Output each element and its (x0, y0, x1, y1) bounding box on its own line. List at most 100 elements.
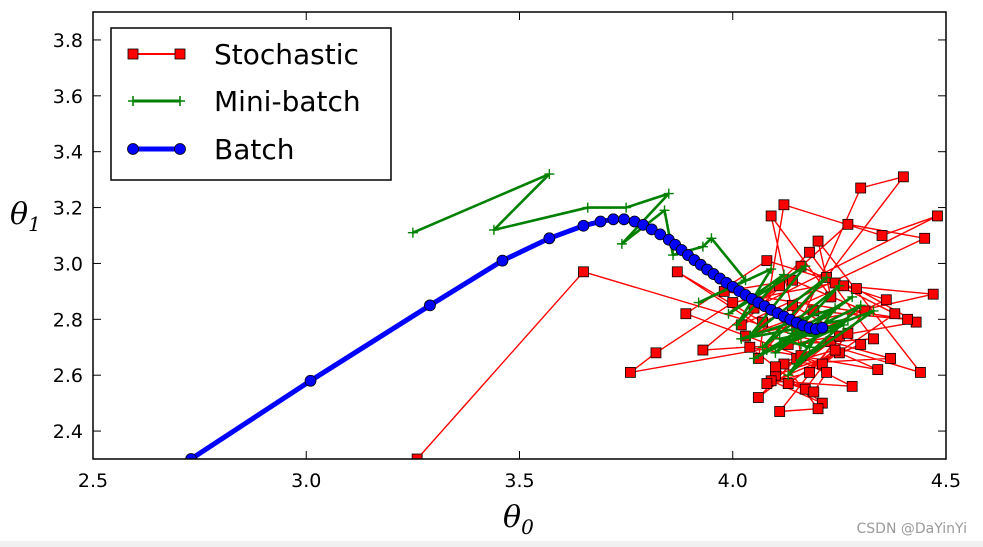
point-stochastic (697, 344, 709, 356)
legend-marker-stochastic (127, 48, 139, 60)
point-batch (304, 374, 317, 387)
point-stochastic (804, 246, 815, 258)
x-tick-label: 4.5 (931, 470, 961, 492)
point-stochastic (770, 361, 781, 373)
point-mini-batch (766, 264, 777, 275)
y-tick-label: 2.6 (53, 365, 83, 387)
point-mini-batch (488, 224, 499, 235)
point-batch (816, 321, 829, 334)
x-axis-label-main: θ (503, 500, 521, 535)
point-stochastic (885, 353, 896, 364)
tick-layer: 2.5 3.0 3.5 4.0 4.5 2.4 2.6 2.8 3.0 3.2 3.4 3.6 3.8 (53, 12, 961, 492)
bottom-strip (0, 541, 983, 547)
point-mini-batch (774, 333, 785, 344)
series-layer (185, 169, 943, 459)
point-batch (543, 232, 556, 245)
point-stochastic (671, 266, 683, 278)
legend-entry-mini-batch: Mini-batch (128, 85, 361, 118)
point-stochastic (889, 308, 901, 320)
point-stochastic (846, 380, 858, 392)
point-mini-batch (749, 353, 760, 364)
point-stochastic (765, 210, 777, 222)
y-tick-label: 3.6 (53, 86, 83, 108)
point-stochastic (812, 403, 824, 415)
point-stochastic (752, 392, 764, 403)
point-mini-batch (736, 333, 747, 344)
point-batch (185, 453, 197, 459)
point-stochastic (902, 313, 914, 325)
point-stochastic (650, 347, 662, 359)
point-stochastic (919, 232, 931, 244)
point-stochastic (411, 453, 423, 459)
x-tick-label: 4.0 (718, 470, 748, 492)
point-mini-batch (838, 319, 849, 330)
point-mini-batch (668, 250, 679, 261)
point-mini-batch (778, 269, 789, 280)
point-stochastic (804, 366, 815, 378)
y-axis-label-subscript: 1 (28, 212, 41, 236)
point-mini-batch (791, 359, 802, 370)
legend-label-mini-batch: Mini-batch (214, 85, 361, 118)
point-mini-batch (621, 202, 632, 213)
point-mini-batch (795, 339, 806, 350)
point-stochastic (778, 199, 790, 211)
point-stochastic (829, 344, 841, 356)
y-tick-label: 2.8 (53, 309, 83, 331)
x-axis-label-subscript: 0 (521, 515, 534, 539)
point-mini-batch (740, 275, 751, 286)
legend-label-stochastic: Stochastic (214, 38, 359, 71)
point-mini-batch (544, 169, 555, 180)
point-stochastic (744, 341, 756, 353)
point-mini-batch (787, 328, 798, 339)
point-stochastic (680, 308, 692, 320)
point-batch (654, 228, 667, 241)
point-stochastic (774, 406, 786, 417)
y-tick-label: 3.2 (53, 198, 83, 220)
y-tick-label: 3.8 (53, 30, 83, 52)
y-tick-label: 3.4 (53, 142, 83, 164)
point-batch (607, 213, 620, 226)
point-stochastic (787, 299, 798, 311)
point-mini-batch (855, 300, 866, 311)
point-stochastic (761, 255, 773, 267)
y-axis-label: θ1 (10, 197, 41, 236)
watermark: CSDN @DaYinYi (856, 521, 967, 537)
point-mini-batch (868, 305, 879, 316)
x-tick-label: 3.5 (504, 470, 534, 492)
point-mini-batch (407, 227, 418, 238)
point-stochastic (727, 297, 739, 308)
series-line-mini-batch (412, 172, 875, 377)
point-stochastic (812, 235, 824, 247)
point-mini-batch (732, 319, 743, 330)
point-stochastic (578, 266, 589, 278)
point-stochastic (897, 171, 909, 183)
point-mini-batch (616, 238, 627, 249)
point-mini-batch (834, 280, 845, 291)
y-tick-label: 3.0 (53, 253, 83, 275)
legend-marker-batch (127, 143, 139, 155)
point-mini-batch (697, 241, 708, 252)
point-mini-batch (842, 314, 853, 325)
point-batch (424, 299, 436, 312)
series-line-stochastic (416, 176, 939, 459)
point-stochastic (855, 339, 867, 350)
legend-entry-stochastic: Stochastic (127, 38, 359, 71)
point-mini-batch (830, 303, 841, 314)
point-mini-batch (723, 308, 734, 319)
point-mini-batch (821, 272, 832, 283)
legend-marker-stochastic (174, 48, 186, 60)
point-stochastic (932, 210, 943, 222)
legend-label-batch: Batch (214, 133, 295, 166)
point-stochastic (876, 230, 888, 241)
y-tick-label: 2.4 (53, 421, 83, 443)
point-stochastic (821, 366, 832, 378)
point-stochastic (842, 218, 854, 230)
point-stochastic (808, 386, 820, 398)
point-mini-batch (770, 347, 781, 358)
point-mini-batch (800, 261, 811, 272)
point-mini-batch (706, 233, 717, 244)
point-mini-batch (783, 370, 794, 381)
point-batch (577, 219, 590, 232)
point-batch (496, 254, 509, 267)
